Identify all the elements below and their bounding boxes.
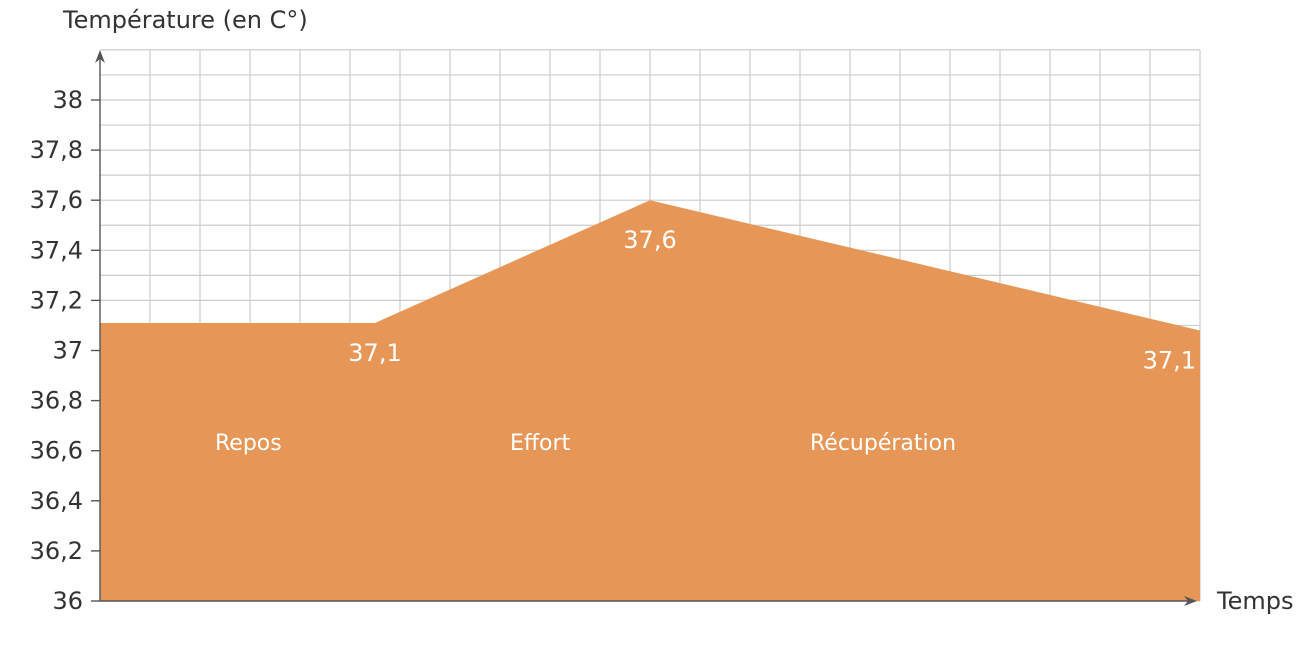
y-tick-label: 36,6 <box>30 437 83 465</box>
axes <box>95 50 1197 606</box>
y-ticks: 36 36,2 36,4 36,6 36,8 37 37,2 37,4 37,6 37,8 38 <box>30 86 100 615</box>
y-axis-label: Température (en C°) <box>62 6 308 34</box>
phase-label: Repos <box>215 431 282 456</box>
y-tick-label: 37,2 <box>30 286 83 314</box>
y-axis-arrow-icon <box>95 50 105 63</box>
y-tick-label: 36 <box>52 587 83 615</box>
data-label: 37,1 <box>1143 346 1196 374</box>
y-tick-label: 37 <box>52 337 83 365</box>
x-axis-label: Temps <box>1216 587 1293 615</box>
temperature-area <box>100 200 1200 601</box>
data-label: 37,1 <box>348 339 401 367</box>
data-labels: 37,1 37,6 37,1 <box>348 226 1196 374</box>
y-tick-label: 36,2 <box>30 537 83 565</box>
phase-label: Effort <box>510 431 571 456</box>
y-tick-label: 37,8 <box>30 136 83 164</box>
y-tick-label: 36,4 <box>30 487 83 515</box>
y-tick-label: 36,8 <box>30 387 83 415</box>
y-tick-label: 37,4 <box>30 236 83 264</box>
phase-labels: Repos Effort Récupération <box>215 431 956 456</box>
y-tick-label: 38 <box>52 86 83 114</box>
y-tick-label: 37,6 <box>30 186 83 214</box>
data-label: 37,6 <box>623 226 676 254</box>
phase-label: Récupération <box>810 431 956 456</box>
x-axis-arrow-icon <box>1184 596 1197 606</box>
